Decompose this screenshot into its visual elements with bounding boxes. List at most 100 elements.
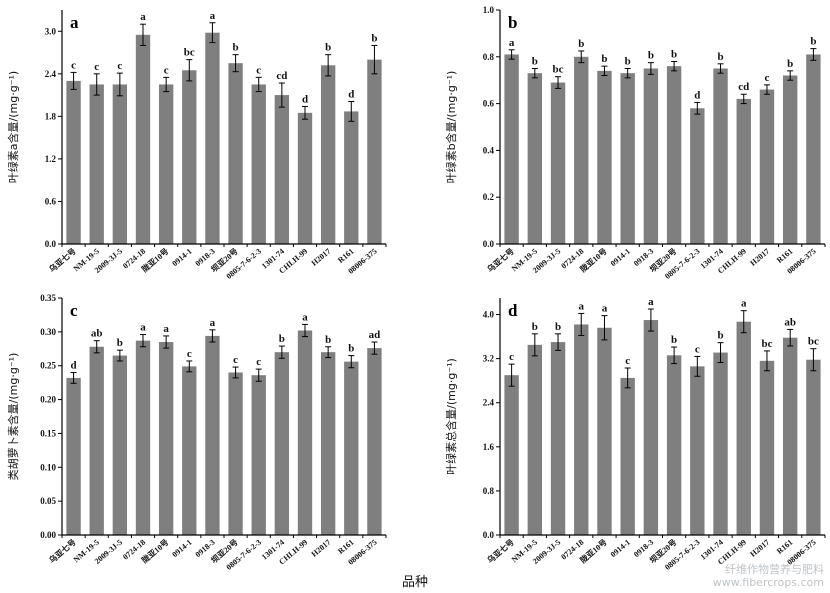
panel-d: c乌亚七号bNM-19-5b2009-3J-5a0724-18a陇亚10号c09… bbox=[444, 296, 826, 572]
bar-b-2 bbox=[550, 82, 566, 244]
category-label-a-12: R161 bbox=[336, 247, 355, 265]
bar-b-9 bbox=[713, 68, 728, 244]
significance-label-c-10: a bbox=[302, 311, 308, 323]
bar-c-10 bbox=[297, 330, 313, 535]
y-axis-label-a: 叶绿素a含量/(mg·g⁻¹) bbox=[6, 71, 20, 183]
significance-label-c-5: c bbox=[187, 348, 192, 360]
bar-c-12 bbox=[344, 361, 359, 535]
significance-label-b-12: b bbox=[787, 58, 793, 70]
significance-label-b-9: b bbox=[717, 51, 723, 63]
significance-label-d-5: c bbox=[625, 355, 630, 367]
bar-c-9 bbox=[274, 352, 290, 535]
y-tick-label-c-6: 0.30 bbox=[40, 327, 56, 337]
y-tick-label-a-0: 0.0 bbox=[45, 239, 57, 249]
bar-d-2 bbox=[550, 342, 566, 535]
significance-label-c-6: a bbox=[210, 317, 216, 329]
bar-a-13 bbox=[367, 59, 382, 244]
significance-label-b-2: bc bbox=[553, 64, 564, 76]
bar-d-0 bbox=[504, 375, 519, 535]
significance-label-d-10: a bbox=[741, 298, 747, 310]
bar-c-1 bbox=[89, 346, 104, 535]
significance-label-a-8: c bbox=[256, 64, 261, 76]
y-tick-label-d-5: 4.0 bbox=[483, 310, 495, 320]
bar-b-8 bbox=[690, 108, 705, 244]
bar-c-4 bbox=[158, 342, 174, 535]
significance-label-a-3: a bbox=[140, 11, 146, 23]
significance-label-d-4: a bbox=[602, 303, 608, 315]
category-label-a-5: 0914-1 bbox=[170, 247, 193, 268]
panel-label-a: a bbox=[70, 13, 79, 32]
bar-b-4 bbox=[597, 70, 612, 244]
bar-a-9 bbox=[274, 95, 290, 244]
category-label-d-5: 0914-1 bbox=[609, 538, 632, 559]
significance-label-a-2: c bbox=[117, 60, 122, 72]
bar-c-5 bbox=[182, 366, 197, 535]
bar-a-10 bbox=[297, 112, 313, 245]
significance-label-b-7: b bbox=[671, 48, 677, 60]
significance-label-c-13: ad bbox=[369, 329, 381, 341]
bar-c-7 bbox=[228, 372, 243, 535]
bar-a-8 bbox=[251, 84, 266, 244]
significance-label-c-7: c bbox=[233, 354, 238, 366]
y-tick-label-a-2: 1.2 bbox=[45, 154, 57, 164]
bar-c-13 bbox=[367, 348, 382, 535]
bar-c-3 bbox=[135, 340, 151, 535]
category-label-b-0: 乌亚七号 bbox=[485, 246, 516, 274]
significance-label-c-11: b bbox=[325, 334, 331, 346]
significance-label-a-7: b bbox=[233, 42, 239, 54]
category-label-d-12: R161 bbox=[775, 538, 794, 556]
bar-d-11 bbox=[759, 360, 775, 535]
significance-label-b-11: c bbox=[765, 72, 770, 84]
bar-b-3 bbox=[574, 56, 589, 244]
significance-label-d-6: a bbox=[648, 296, 654, 308]
bar-d-8 bbox=[690, 366, 705, 535]
y-tick-label-d-4: 3.2 bbox=[483, 354, 495, 364]
significance-label-d-11: bc bbox=[761, 338, 772, 350]
bar-a-7 bbox=[228, 63, 243, 244]
significance-label-d-12: ab bbox=[784, 316, 796, 328]
category-label-c-0: 乌亚七号 bbox=[47, 537, 78, 565]
significance-label-d-1: b bbox=[532, 321, 538, 333]
y-tick-label-b-1: 0.2 bbox=[483, 192, 495, 202]
bar-b-5 bbox=[620, 73, 635, 245]
bar-d-3 bbox=[574, 324, 589, 535]
y-tick-label-c-5: 0.25 bbox=[40, 361, 56, 371]
category-label-d-11: H2017 bbox=[748, 538, 771, 559]
bar-b-1 bbox=[527, 73, 543, 245]
significance-label-a-9: cd bbox=[276, 70, 287, 82]
bar-d-6 bbox=[643, 320, 659, 535]
significance-label-c-9: b bbox=[279, 333, 285, 345]
bar-b-10 bbox=[736, 98, 751, 244]
y-tick-label-c-1: 0.05 bbox=[40, 496, 56, 506]
y-tick-label-c-0: 0.00 bbox=[40, 530, 56, 540]
significance-label-d-2: b bbox=[555, 321, 561, 333]
significance-label-b-6: b bbox=[648, 50, 654, 62]
significance-label-b-5: b bbox=[625, 56, 631, 68]
y-tick-label-a-1: 0.6 bbox=[45, 196, 57, 206]
significance-label-b-1: b bbox=[532, 56, 538, 68]
significance-label-a-5: bc bbox=[184, 47, 195, 59]
panel-label-c: c bbox=[70, 301, 78, 320]
y-axis-label-d: 叶绿素总含量/(mg·g⁻¹) bbox=[444, 358, 458, 475]
y-tick-label-c-4: 0.20 bbox=[40, 395, 56, 405]
significance-label-c-2: b bbox=[117, 337, 123, 349]
significance-label-a-13: b bbox=[371, 32, 377, 44]
watermark: 纤维作物营养与肥料 www.fibercrops.com bbox=[713, 563, 824, 589]
bar-b-6 bbox=[643, 68, 659, 244]
category-label-c-5: 0914-1 bbox=[170, 538, 193, 559]
y-tick-label-d-1: 0.8 bbox=[483, 486, 495, 496]
significance-label-d-0: c bbox=[509, 351, 514, 363]
y-tick-label-c-2: 0.10 bbox=[40, 462, 56, 472]
significance-label-a-10: d bbox=[302, 93, 308, 105]
bar-d-5 bbox=[620, 377, 635, 535]
bar-d-1 bbox=[527, 344, 543, 535]
y-tick-label-a-4: 2.4 bbox=[45, 69, 57, 79]
significance-label-a-1: c bbox=[94, 61, 99, 73]
bar-b-12 bbox=[782, 75, 798, 245]
bar-b-11 bbox=[759, 89, 775, 244]
y-tick-label-b-3: 0.6 bbox=[483, 99, 495, 109]
category-label-c-12: R161 bbox=[336, 538, 355, 556]
y-tick-label-c-3: 0.15 bbox=[40, 428, 56, 438]
bar-d-7 bbox=[666, 355, 682, 535]
